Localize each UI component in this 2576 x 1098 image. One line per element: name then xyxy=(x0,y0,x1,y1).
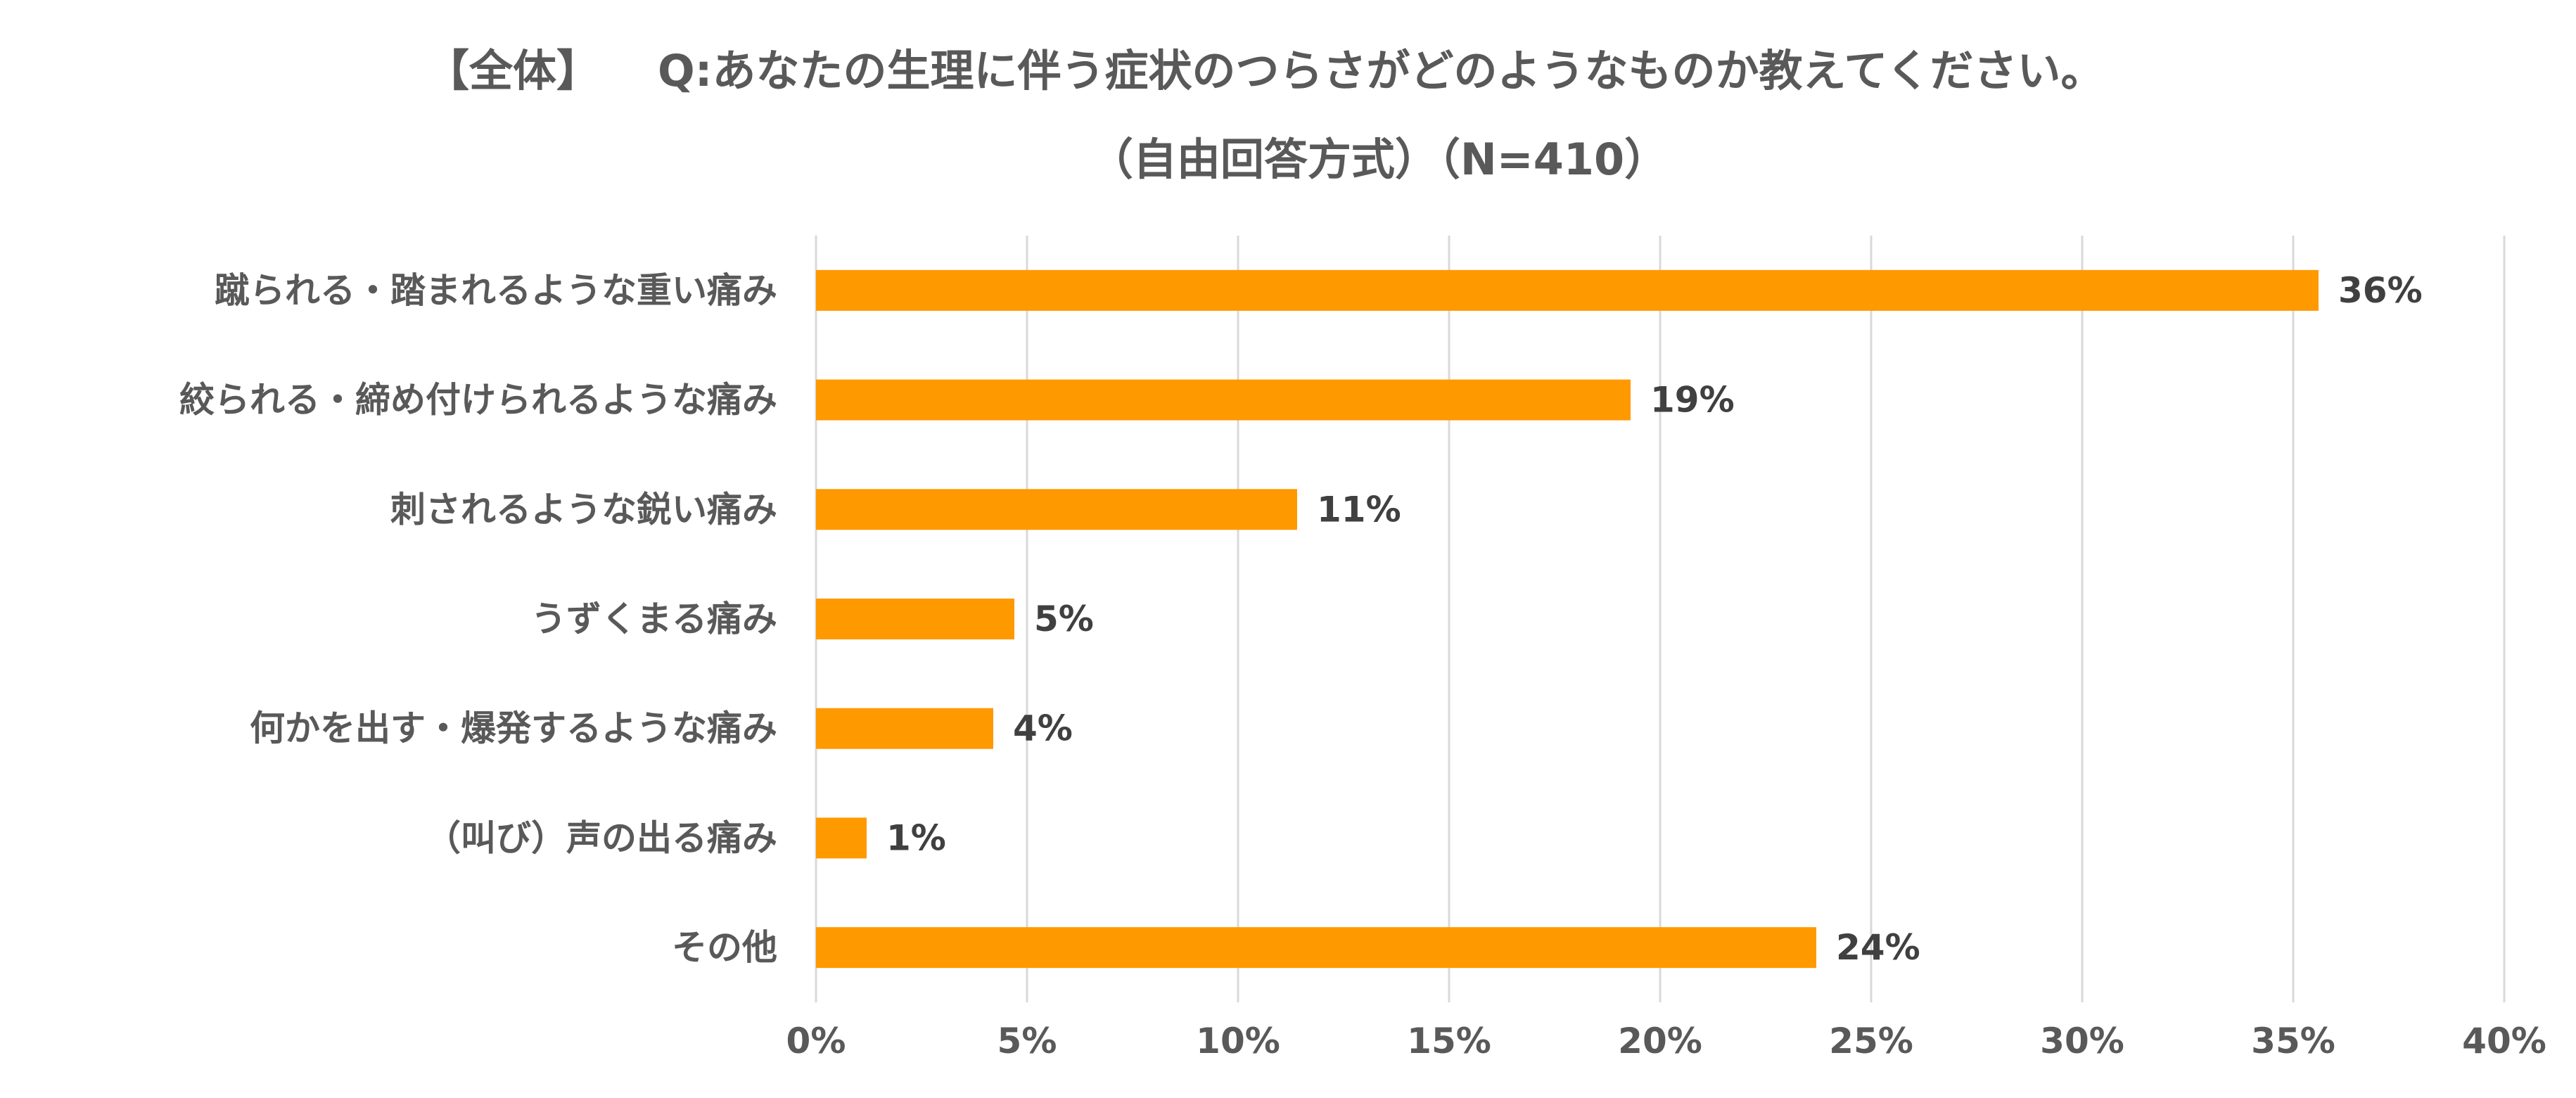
chart-subtitle: （自由回答方式）（N=410） xyxy=(1090,134,1668,185)
category-label-6: その他 xyxy=(672,927,777,968)
bar-0 xyxy=(816,269,2319,311)
x-tick-label-35: 35% xyxy=(2251,1021,2335,1061)
x-tick-label-10: 10% xyxy=(1196,1021,1280,1061)
x-tick-label-0: 0% xyxy=(786,1021,846,1061)
chart-title: 【全体】 Q:あなたの生理に伴う症状のつらさがどのようなものか教えてください。 … xyxy=(426,45,2105,185)
x-tick-label-15: 15% xyxy=(1407,1021,1491,1061)
bar-4 xyxy=(816,708,993,749)
bar-6 xyxy=(816,927,1816,969)
bar-5 xyxy=(816,817,867,859)
category-label-3: うずくまる痛み xyxy=(531,599,777,639)
data-label-2: 11% xyxy=(1317,489,1401,530)
x-tick-label-30: 30% xyxy=(2040,1021,2124,1061)
category-label-5: （叫び）声の出る痛み xyxy=(426,817,777,858)
category-labels: 蹴られる・踏まれるような重い痛み絞られる・締め付けられるような痛み刺されるような… xyxy=(179,270,777,968)
data-label-4: 4% xyxy=(1013,708,1073,749)
data-label-0: 36% xyxy=(2338,270,2423,311)
data-label-6: 24% xyxy=(1836,927,1920,968)
bar-1 xyxy=(816,379,1631,421)
category-label-2: 刺されるような鋭い痛み xyxy=(390,489,777,530)
bars xyxy=(816,269,2319,969)
bar-3 xyxy=(816,599,1014,639)
x-tick-label-25: 25% xyxy=(1829,1021,1913,1061)
data-labels: 36% 19% 11% 5% 4% 1% 24% xyxy=(886,270,2423,968)
x-tick-label-40: 40% xyxy=(2462,1021,2546,1061)
category-label-1: 絞られる・締め付けられるような痛み xyxy=(179,380,777,421)
data-label-3: 5% xyxy=(1034,599,1094,639)
x-axis-tick-labels: 0% 5% 10% 15% 20% 25% 30% 35% 40% xyxy=(786,1021,2546,1061)
category-label-4: 何かを出す・爆発するような痛み xyxy=(250,708,777,749)
data-label-5: 1% xyxy=(886,817,946,858)
category-label-0: 蹴られる・踏まれるような重い痛み xyxy=(215,270,777,311)
data-label-1: 19% xyxy=(1650,380,1735,421)
bar-2 xyxy=(816,489,1297,530)
chart-title-prefix: 【全体】 xyxy=(426,45,600,96)
x-tick-label-5: 5% xyxy=(997,1021,1057,1061)
gridlines xyxy=(815,236,2506,1002)
chart-title-question: Q:あなたの生理に伴う症状のつらさがどのようなものか教えてください。 xyxy=(658,45,2105,96)
x-tick-label-20: 20% xyxy=(1618,1021,1702,1061)
